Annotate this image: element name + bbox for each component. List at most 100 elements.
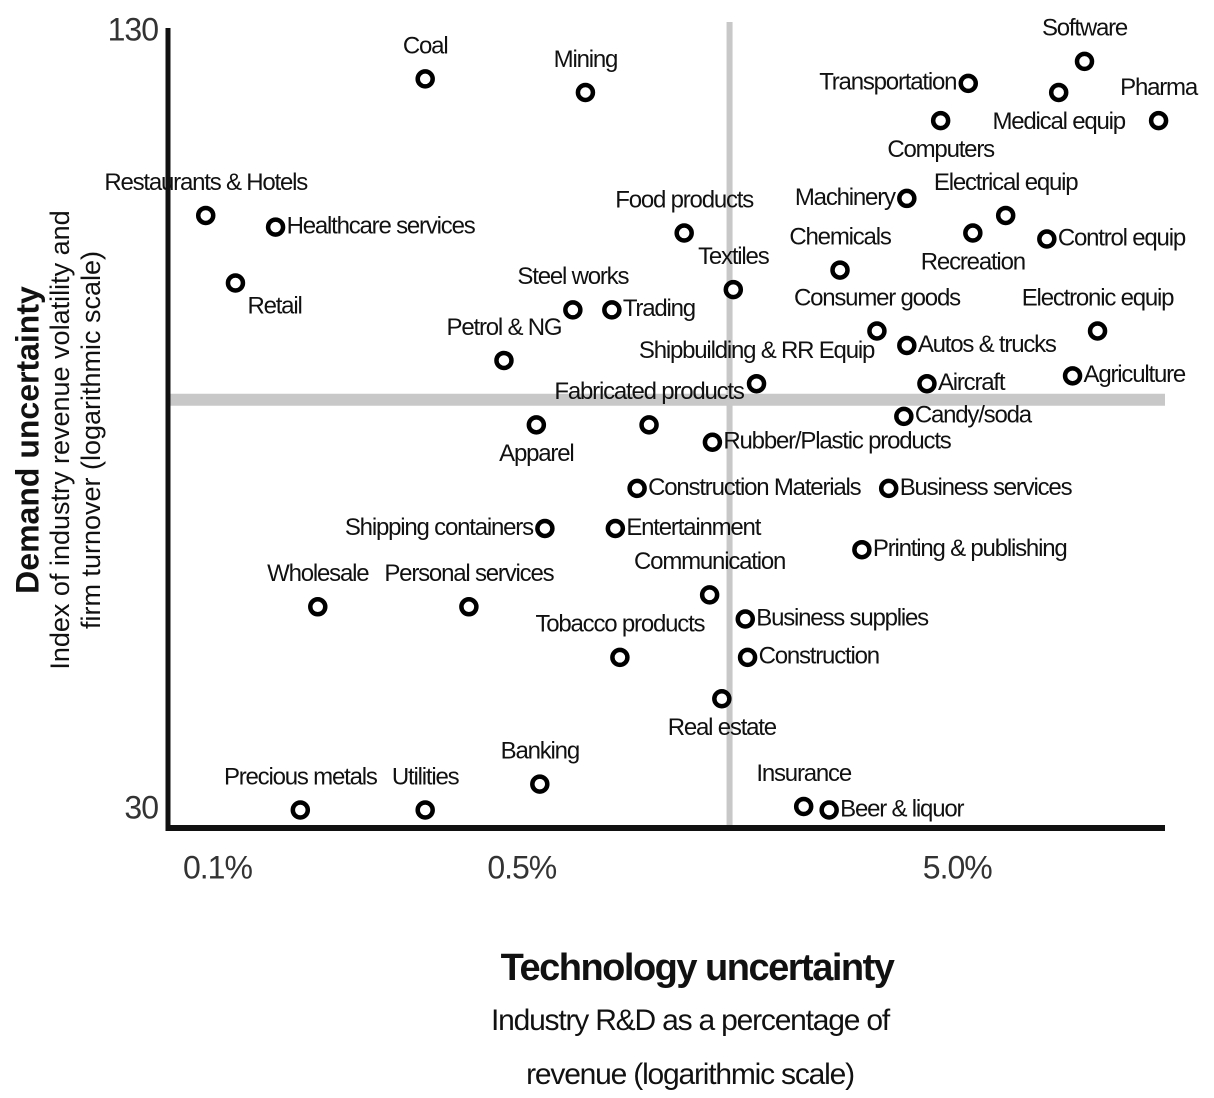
- point-label: Retail: [247, 292, 301, 319]
- point: [995, 205, 1016, 226]
- point: [878, 478, 899, 499]
- point-label: Restaurants & Hotels: [104, 169, 308, 196]
- point-label: Computers: [887, 136, 995, 163]
- x-axis-subtitle: revenue (logarithmic scale): [526, 1058, 854, 1091]
- point-label: Mining: [554, 46, 618, 73]
- point-label: Recreation: [921, 248, 1025, 275]
- point: [459, 597, 479, 617]
- point-label: Construction: [759, 643, 879, 670]
- point: [563, 300, 583, 320]
- point: [1074, 51, 1095, 72]
- point: [917, 373, 937, 394]
- point-label: Real estate: [668, 714, 777, 741]
- point-label: Autos & trucks: [918, 331, 1057, 358]
- point-label: Consumer goods: [794, 284, 961, 311]
- point-label: Communication: [634, 548, 785, 575]
- x-tick-label: 5.0%: [923, 849, 992, 885]
- point: [639, 415, 659, 435]
- point: [793, 796, 814, 817]
- point: [290, 800, 311, 820]
- y-tick-label: 30: [124, 789, 158, 825]
- point-label: Medical equip: [992, 108, 1125, 135]
- point-label: Printing & publishing: [873, 535, 1067, 562]
- point: [610, 647, 630, 668]
- point: [415, 800, 435, 820]
- point-label: Software: [1042, 15, 1128, 42]
- point-label: Personal services: [384, 560, 554, 587]
- point-label: Tobacco products: [535, 611, 705, 638]
- point-label: Utilities: [392, 763, 460, 790]
- point-label: Textiles: [698, 243, 770, 270]
- point-label: Pharma: [1120, 74, 1199, 101]
- point: [712, 688, 732, 709]
- point: [746, 373, 767, 394]
- point-label: Petrol & NG: [447, 314, 562, 341]
- point: [530, 774, 550, 794]
- y-axis-title: Demand uncertainty: [9, 286, 45, 594]
- point-label: Chemicals: [789, 223, 891, 250]
- point: [605, 518, 626, 539]
- point-label: Business supplies: [756, 604, 929, 631]
- point: [1062, 366, 1083, 386]
- point: [494, 350, 514, 371]
- point-label: Precious metals: [224, 763, 378, 790]
- point: [897, 335, 917, 356]
- point-label: Electronic equip: [1022, 284, 1174, 311]
- point-label: Trading: [623, 295, 695, 322]
- point: [699, 585, 720, 605]
- point-label: Agriculture: [1084, 361, 1186, 388]
- point: [1048, 82, 1069, 103]
- point-label: Construction Materials: [648, 474, 862, 501]
- point: [415, 69, 435, 89]
- point: [225, 273, 246, 293]
- point-label: Control equip: [1058, 224, 1186, 251]
- point: [674, 223, 694, 243]
- point: [963, 223, 983, 243]
- point-label: Rubber/Plastic products: [723, 428, 951, 455]
- point: [702, 432, 723, 452]
- point: [602, 300, 622, 320]
- point: [575, 82, 596, 103]
- point: [1087, 321, 1108, 341]
- point-label: Wholesale: [267, 560, 369, 587]
- point-label: Shipbuilding & RR Equip: [639, 337, 875, 364]
- point: [723, 279, 744, 300]
- point: [830, 260, 850, 280]
- point-label: Transportation: [819, 69, 956, 96]
- point-label: Apparel: [499, 440, 573, 467]
- point: [958, 73, 979, 94]
- point: [737, 647, 758, 668]
- point-label: Aircraft: [938, 369, 1006, 396]
- point-label: Food products: [615, 186, 754, 213]
- x-axis-title: Technology uncertainty: [501, 947, 895, 989]
- x-tick-label: 0.1%: [183, 849, 252, 885]
- point: [819, 800, 839, 820]
- point-label: Candy/soda: [915, 402, 1033, 429]
- x-axis-subtitle: Industry R&D as a percentage of: [491, 1004, 891, 1037]
- point: [1037, 229, 1057, 249]
- point-label: Shipping containers: [345, 514, 534, 541]
- point: [308, 597, 328, 617]
- point: [265, 217, 286, 237]
- point-label: Healthcare services: [287, 212, 476, 239]
- point-label: Steel works: [517, 263, 629, 290]
- y-axis-subtitle: firm turnover (logarithmic scale): [76, 251, 106, 629]
- point: [930, 110, 951, 131]
- point: [867, 321, 887, 341]
- point: [195, 205, 216, 226]
- point: [735, 609, 756, 629]
- point: [852, 539, 872, 560]
- point: [535, 518, 555, 539]
- point-label: Entertainment: [626, 514, 761, 541]
- point-label: Insurance: [756, 760, 851, 787]
- point-label: Business services: [900, 474, 1073, 501]
- point-label: Beer & liquor: [840, 795, 964, 822]
- x-tick-label: 0.5%: [487, 849, 556, 885]
- point: [1148, 110, 1169, 131]
- point: [894, 406, 914, 427]
- point-label: Fabricated products: [554, 378, 745, 405]
- point: [627, 478, 647, 499]
- y-axis-subtitle: Index of industry revenue volatility and: [45, 210, 75, 669]
- y-tick-label: 130: [108, 11, 159, 47]
